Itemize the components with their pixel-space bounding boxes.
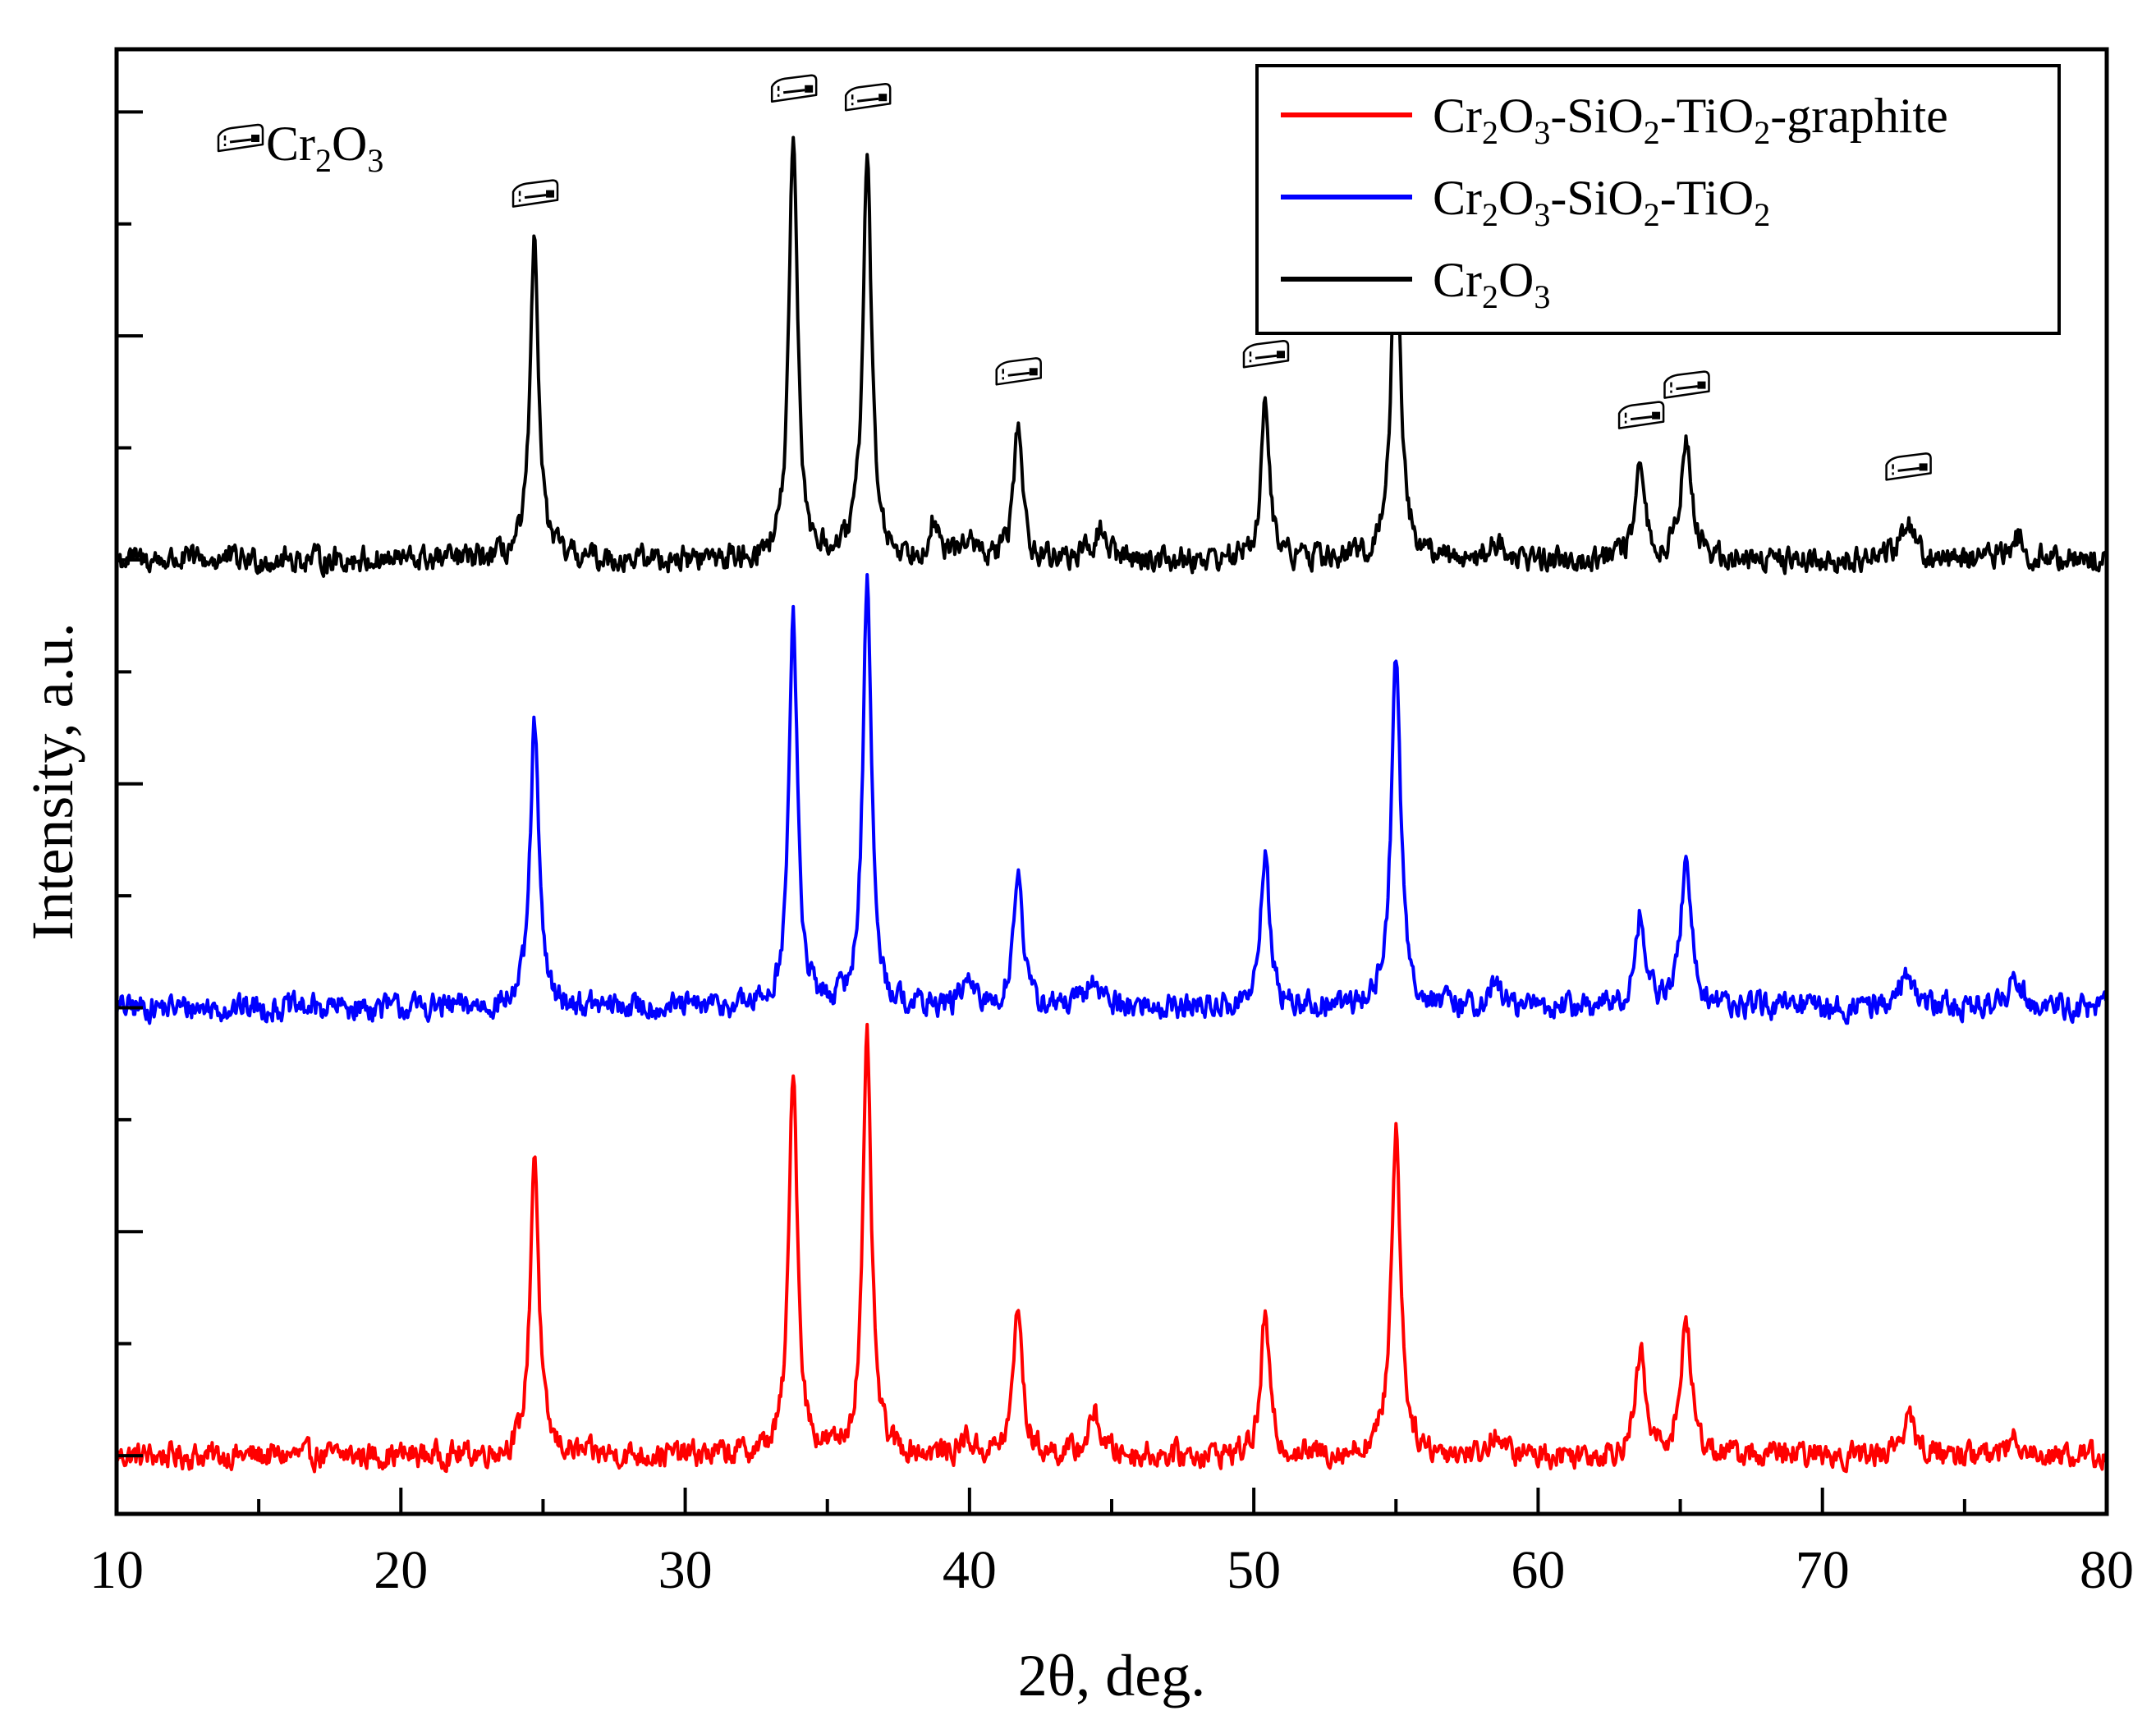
x-tick-label: 80	[2080, 1540, 2134, 1600]
peak-marker-icon	[1242, 340, 1290, 369]
x-tick-label: 50	[1227, 1540, 1281, 1600]
x-axis-label: 2θ, deg.	[1018, 1643, 1205, 1708]
x-tick-label: 10	[89, 1540, 144, 1600]
peak-marker-icon	[511, 179, 559, 208]
plot-area: 10 20 30 40 50 60 70 80	[89, 47, 2134, 1600]
x-tick-label: 20	[374, 1540, 428, 1600]
legend-label-0: Cr2O3-SiO2-TiO2-graphite	[1433, 89, 1948, 151]
peak-marker-icon	[1885, 452, 1932, 481]
cr2o3-marker-icon	[217, 123, 264, 153]
x-tick-label: 60	[1511, 1540, 1565, 1600]
series-line-0	[115, 1022, 2108, 1474]
peak-marker-icon	[1617, 401, 1665, 429]
series-layer	[115, 135, 2108, 1474]
x-tick-label: 30	[658, 1540, 713, 1600]
series-line-2	[115, 135, 2108, 578]
marker-legend-label: Cr2O3	[266, 117, 383, 179]
peak-marker-icon	[1663, 370, 1710, 399]
legend-label-1: Cr2O3-SiO2-TiO2	[1433, 171, 1770, 233]
series-line-1	[115, 573, 2108, 1025]
y-axis-label: Intensity, a.u.	[20, 622, 85, 940]
x-tick-label: 40	[943, 1540, 997, 1600]
peak-marker-icon	[844, 82, 892, 112]
legend: Cr2O3-SiO2-TiO2-graphite Cr2O3-SiO2-TiO2 C…	[1255, 64, 2061, 335]
x-axis-ticks: 10 20 30 40 50 60 70 80	[89, 1488, 2134, 1600]
peak-marker-icon	[770, 74, 818, 103]
legend-entries: Cr2O3-SiO2-TiO2-graphite Cr2O3-SiO2-TiO2 C…	[1281, 89, 1948, 315]
x-tick-label: 70	[1796, 1540, 1850, 1600]
legend-label-2: Cr2O3	[1433, 253, 1550, 315]
marker-legend: Cr2O3	[217, 117, 383, 179]
peak-marker-icon	[995, 357, 1042, 386]
y-axis-ticks	[117, 110, 143, 1458]
